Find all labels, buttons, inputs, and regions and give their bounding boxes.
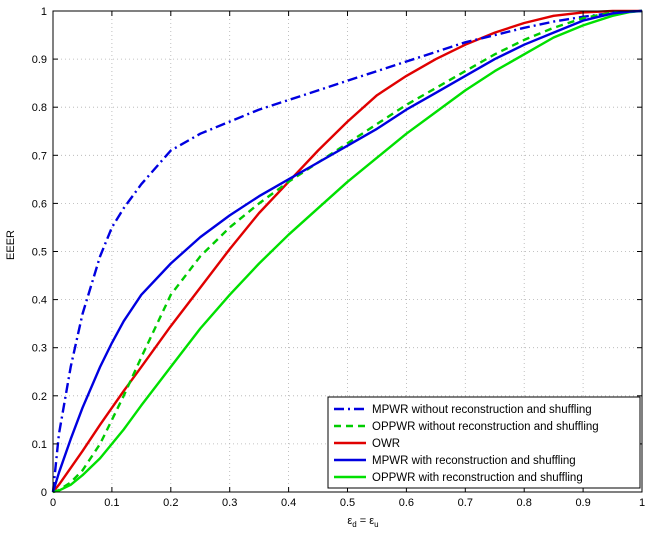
ticks: 0 0.1 0.2 0.3 0.4 0.5 0.6 0.7 0.8 0.9 1 0 0.1 0.2 0.3 0… <box>32 6 645 509</box>
legend-label: OWR <box>372 438 400 450</box>
series-line-2 <box>52 9 643 494</box>
legend: MPWR without reconstruction and shufflin… <box>327 396 641 489</box>
y-tick-label: 0.8 <box>32 102 47 114</box>
x-tick-label: 0.8 <box>517 497 532 509</box>
legend-label: MPWR without reconstruction and shufflin… <box>372 404 592 416</box>
y-tick-label: 0.6 <box>32 198 47 210</box>
y-axis-label: EEER <box>5 230 17 260</box>
x-tick-label: 0.5 <box>340 497 355 509</box>
series-line-5 <box>52 9 643 494</box>
x-axis-label-sub1: d <box>352 520 356 529</box>
legend-label: OPPWR with reconstruction and shuffling <box>372 472 583 484</box>
x-tick-label: 1 <box>639 497 645 509</box>
x-tick-label: 0.6 <box>399 497 414 509</box>
x-tick-label: 0.3 <box>222 497 237 509</box>
x-axis-label-main: ε <box>347 515 352 527</box>
y-tick-label: 0.3 <box>32 343 47 355</box>
y-tick-label: 0.9 <box>32 54 47 66</box>
y-tick-label: 0 <box>41 487 47 499</box>
series-layer <box>51 9 643 494</box>
x-tick-label: 0.4 <box>281 497 296 509</box>
series-line-1 <box>51 9 643 493</box>
y-tick-label: 0.4 <box>32 295 47 307</box>
y-tick-label: 0.1 <box>32 439 47 451</box>
x-tick-label: 0.9 <box>575 497 590 509</box>
series-line-3 <box>52 9 642 493</box>
x-axis-label-eq: = ε <box>357 515 375 527</box>
y-tick-label: 0.2 <box>32 391 47 403</box>
legend-label: MPWR with reconstruction and shuffling <box>372 455 576 467</box>
x-tick-label: 0.7 <box>458 497 473 509</box>
y-tick-label: 0.7 <box>32 150 47 162</box>
legend-label: OPPWR without reconstruction and shuffli… <box>372 421 599 433</box>
x-axis-label: εd = εu <box>347 515 378 529</box>
y-tick-label: 0.5 <box>32 247 47 259</box>
x-tick-label: 0 <box>50 497 56 509</box>
x-axis-label-sub2: u <box>374 520 378 529</box>
legend-box <box>327 396 641 489</box>
x-tick-label: 0.1 <box>104 497 119 509</box>
x-tick-label: 0.2 <box>163 497 178 509</box>
series-line-4 <box>51 9 643 493</box>
y-tick-label: 1 <box>41 6 47 18</box>
